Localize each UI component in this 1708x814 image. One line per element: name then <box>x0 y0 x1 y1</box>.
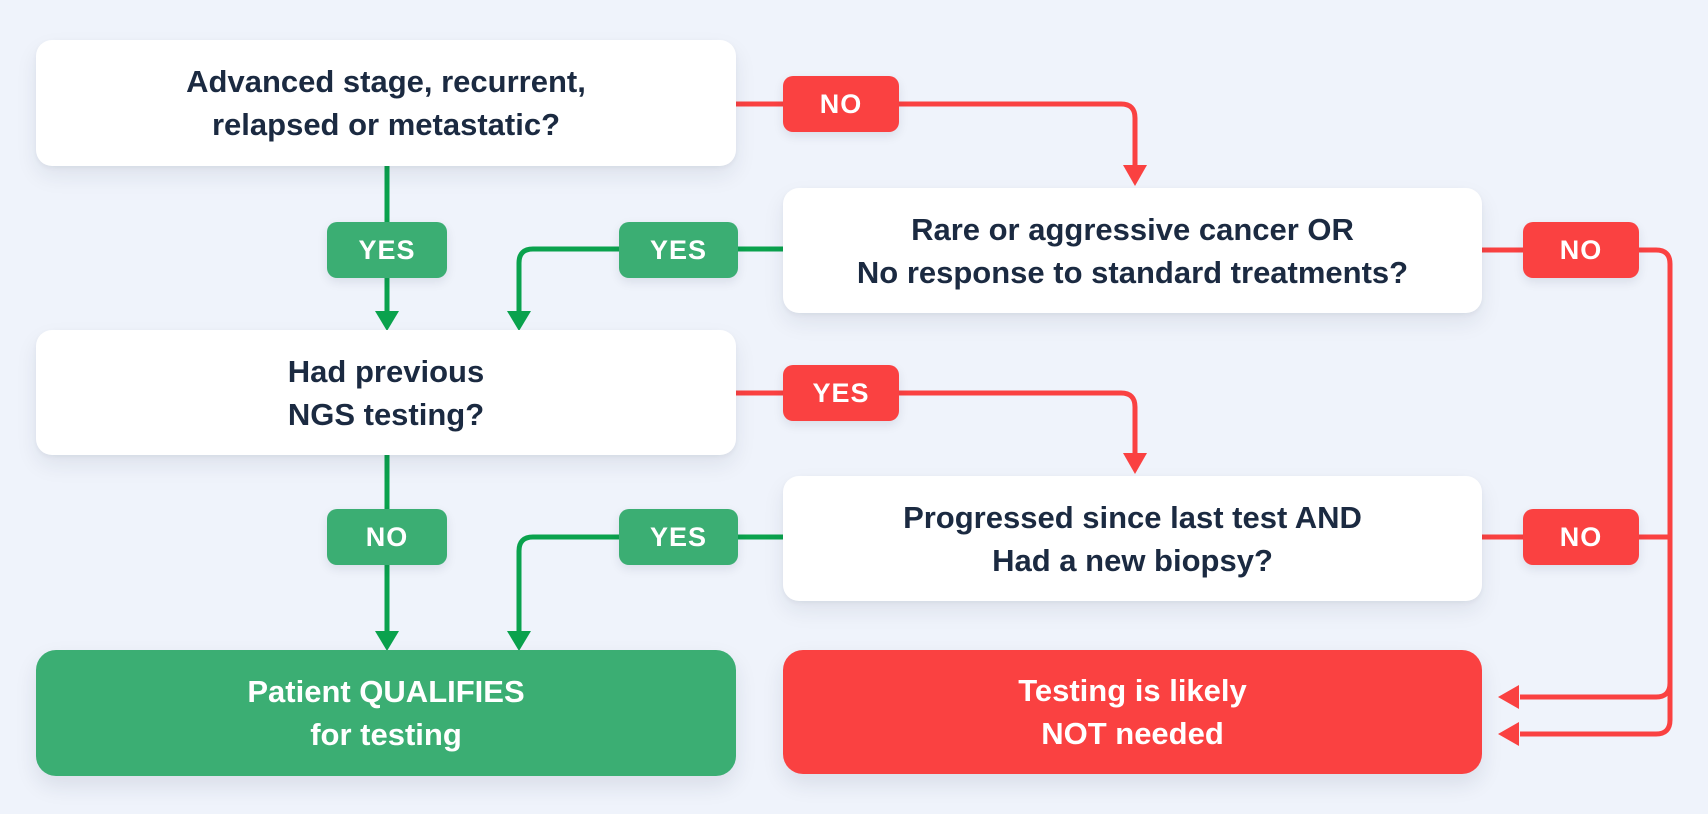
node-q1-line2: relapsed or metastatic? <box>211 107 561 142</box>
badge-q1-no: NO <box>783 76 899 132</box>
edge-q4-no-to-not-needed <box>1520 534 1673 737</box>
arrowhead-q2-yes <box>507 311 531 331</box>
node-q3-line1: Had previous <box>287 353 485 389</box>
arrowhead-q3-yes <box>1123 453 1147 474</box>
arrowhead-q1-no <box>1123 165 1147 186</box>
outcome-not-needed-line1: Testing is likely <box>1018 673 1247 708</box>
badge-q3-yes: YES <box>783 365 899 421</box>
node-q3-previous-ngs: Had previous NGS testing? <box>36 330 736 455</box>
node-q1-line1: Advanced stage, recurrent, <box>186 64 586 99</box>
node-q4-line1: Progressed since last test AND <box>903 499 1362 535</box>
arrowhead-q3-no <box>375 631 399 651</box>
arrowhead-q4-yes <box>507 631 531 651</box>
outcome-qualifies-line2: for testing <box>310 717 462 752</box>
badge-q4-no: NO <box>1523 509 1639 565</box>
arrowhead-q4-no <box>1498 722 1519 746</box>
node-q2-line1: Rare or aggressive cancer OR <box>911 211 1354 247</box>
edge-q2-no-to-not-needed <box>1520 247 1673 700</box>
badge-q2-yes: YES <box>619 222 738 278</box>
node-q4-line2: Had a new biopsy? <box>992 542 1273 578</box>
badge-q4-yes: YES <box>619 509 738 565</box>
node-q4-progressed-biopsy: Progressed since last test AND Had a new… <box>783 476 1482 601</box>
node-outcome-not-needed: Testing is likely NOT needed <box>783 650 1482 774</box>
node-outcome-qualifies: Patient QUALIFIES for testing <box>36 650 736 776</box>
node-q1-advanced-stage: Advanced stage, recurrent, relapsed or m… <box>36 40 736 166</box>
outcome-not-needed-line2: NOT needed <box>1041 716 1224 751</box>
node-q3-line2: NGS testing? <box>287 396 485 432</box>
node-q2-line2: No response to standard treatments? <box>856 254 1409 290</box>
outcome-qualifies-line1: Patient QUALIFIES <box>247 674 525 709</box>
arrowhead-q2-no <box>1498 685 1519 709</box>
node-q2-rare-aggressive: Rare or aggressive cancer OR No response… <box>783 188 1482 313</box>
badge-q1-yes: YES <box>327 222 447 278</box>
arrowhead-q1-yes <box>375 311 399 331</box>
edge-q1-no-to-q2 <box>899 101 1138 167</box>
badge-q3-no: NO <box>327 509 447 565</box>
edge-q2-yes-down <box>516 246 619 313</box>
badge-q2-no: NO <box>1523 222 1639 278</box>
edge-q4-yes-down <box>516 534 619 633</box>
edge-q3-yes-to-q4 <box>899 390 1138 455</box>
